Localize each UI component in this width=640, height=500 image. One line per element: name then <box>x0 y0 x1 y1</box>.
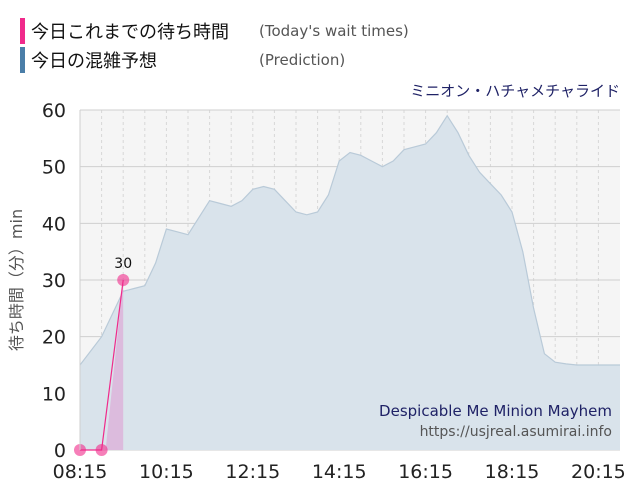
y-axis-label: 待ち時間（分）min <box>7 209 26 351</box>
y-tick-label: 30 <box>42 270 66 292</box>
today-point <box>117 274 130 286</box>
prediction-area <box>80 115 620 450</box>
legend-sub-prediction: (Prediction) <box>259 51 346 69</box>
y-tick-label: 20 <box>42 327 66 349</box>
x-tick-label: 10:15 <box>139 461 194 483</box>
legend-item-today: 今日これまでの待ち時間 (Today's wait times) <box>20 18 409 44</box>
legend-swatch-today <box>20 18 25 44</box>
x-tick-label: 14:15 <box>312 461 367 483</box>
x-tick-label: 16:15 <box>398 461 453 483</box>
ride-name-label: Despicable Me Minion Mayhem <box>379 402 612 420</box>
legend-label-today: 今日これまでの待ち時間 <box>31 22 229 43</box>
legend-swatch-prediction <box>20 47 25 73</box>
y-tick-label: 60 <box>42 100 66 122</box>
y-tick-label: 40 <box>42 213 66 235</box>
y-tick-label: 50 <box>42 157 66 179</box>
legend-label-prediction: 今日の混雑予想 <box>31 51 157 72</box>
legend-item-prediction: 今日の混雑予想 (Prediction) <box>20 47 345 73</box>
y-tick-label: 10 <box>42 383 66 405</box>
today-data-label: 30 <box>114 256 132 272</box>
y-tick-label: 0 <box>54 440 66 462</box>
source-url: https://usjreal.asumirai.info <box>419 424 612 440</box>
attraction-name: ミニオン・ハチャメチャライド <box>410 82 620 100</box>
x-tick-label: 08:15 <box>53 461 108 483</box>
prediction-line <box>79 114 620 366</box>
x-tick-label: 18:15 <box>485 461 540 483</box>
x-tick-label: 12:15 <box>225 461 280 483</box>
today-area <box>105 280 124 450</box>
legend-sub-today: (Today's wait times) <box>259 22 409 40</box>
x-tick-label: 20:15 <box>571 461 626 483</box>
today-point <box>95 444 108 456</box>
